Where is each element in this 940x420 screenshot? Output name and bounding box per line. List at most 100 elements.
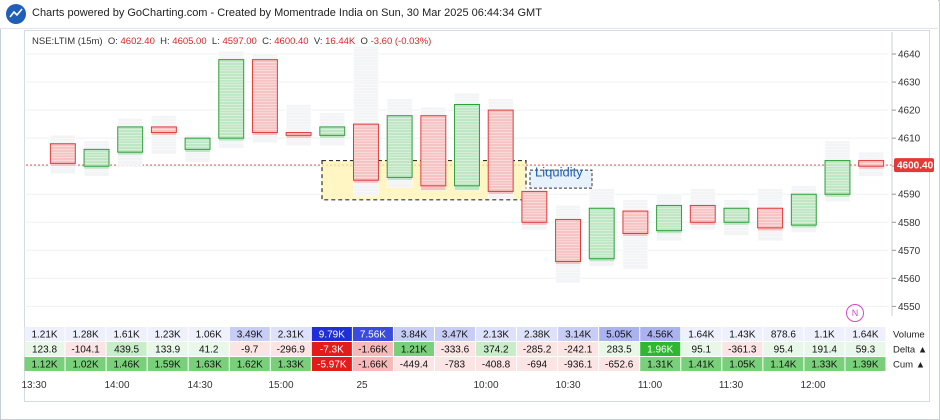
delta-value: -9.7 bbox=[241, 345, 259, 356]
volume-cell bbox=[722, 327, 763, 341]
delta-cell bbox=[804, 342, 845, 356]
volume-cell bbox=[517, 327, 558, 341]
volume-value: 1.21K bbox=[31, 330, 57, 341]
candle bbox=[824, 140, 851, 202]
delta-value: -333.6 bbox=[441, 345, 470, 356]
cum-value: 1.46K bbox=[114, 360, 140, 371]
candle-body bbox=[723, 207, 750, 223]
footprint-cell bbox=[319, 140, 345, 146]
delta-value: 123.8 bbox=[32, 345, 57, 356]
volume-value: 1.64K bbox=[852, 330, 878, 341]
volume-value: 1.28K bbox=[73, 330, 99, 341]
delta-cell bbox=[845, 342, 886, 356]
cum-cell bbox=[65, 357, 106, 371]
candle-body bbox=[824, 160, 851, 195]
delta-value: 95.1 bbox=[692, 345, 712, 356]
delta-cell bbox=[229, 342, 270, 356]
time-label: 25 bbox=[356, 380, 368, 391]
volume-value: 5.05K bbox=[606, 330, 632, 341]
footprint-cell bbox=[488, 194, 514, 200]
cum-value: -652.6 bbox=[605, 360, 634, 371]
candle bbox=[352, 39, 379, 197]
candle bbox=[487, 98, 514, 200]
time-label: 10:30 bbox=[555, 380, 580, 391]
volume-value: 16.44K bbox=[325, 36, 356, 47]
time-label: 11:30 bbox=[719, 380, 744, 391]
cum-value: 1.05K bbox=[729, 360, 755, 371]
cum-cell bbox=[517, 357, 558, 371]
delta-value: 1.96K bbox=[647, 345, 673, 356]
footprint-cell bbox=[50, 168, 76, 174]
delta-cell bbox=[24, 342, 65, 356]
volume-cell bbox=[681, 327, 722, 341]
candle-body bbox=[555, 218, 582, 263]
delta-value: 283.5 bbox=[607, 345, 632, 356]
footprint-cell bbox=[723, 230, 750, 236]
footprint-cell bbox=[252, 137, 278, 143]
volume-cell bbox=[476, 327, 517, 341]
candle-body bbox=[386, 115, 413, 178]
volume-value: 1.23K bbox=[155, 330, 181, 341]
delta-value: 59.3 bbox=[856, 345, 876, 356]
delta-cell bbox=[517, 342, 558, 356]
candle bbox=[454, 93, 480, 191]
price-tick-label: 4590 bbox=[898, 190, 921, 201]
cum-value: -449.4 bbox=[400, 360, 429, 371]
footprint-cell bbox=[622, 264, 649, 270]
delta-cell bbox=[352, 342, 393, 356]
candle bbox=[251, 53, 278, 143]
candle bbox=[285, 104, 312, 146]
volume-value: 1.61K bbox=[114, 330, 140, 341]
candle-body bbox=[521, 190, 548, 223]
delta-value: 439.5 bbox=[114, 345, 139, 356]
cum-value: 1.41K bbox=[688, 360, 714, 371]
cum-value: 1.33K bbox=[278, 360, 304, 371]
candle bbox=[790, 185, 817, 233]
candle-body bbox=[218, 59, 245, 139]
volume-value: 4.56K bbox=[647, 330, 673, 341]
n-badge-icon[interactable]: N bbox=[846, 304, 864, 322]
footprint-cell bbox=[555, 278, 581, 284]
cum-cell bbox=[393, 357, 434, 371]
delta-cell bbox=[106, 342, 147, 356]
delta-value: -285.2 bbox=[523, 345, 552, 356]
current-price-tag: 4600.40 bbox=[894, 158, 934, 173]
volume-cell bbox=[599, 327, 640, 341]
candle-group bbox=[49, 39, 885, 284]
candle-body bbox=[352, 123, 379, 181]
volume-value: 1.64K bbox=[688, 330, 714, 341]
low-label: L: bbox=[211, 36, 220, 47]
cum-value: -694 bbox=[527, 360, 547, 371]
open-label: O: bbox=[107, 36, 118, 47]
volume-cell bbox=[147, 327, 188, 341]
delta-cell bbox=[599, 342, 640, 356]
delta-value: 95.4 bbox=[774, 345, 794, 356]
time-label: 12:00 bbox=[800, 380, 825, 391]
footprint-cell bbox=[824, 196, 851, 202]
delta-value: 41.2 bbox=[199, 345, 219, 356]
delta-value: -1.66K bbox=[358, 345, 388, 356]
delta-cell bbox=[311, 342, 352, 356]
candle bbox=[521, 188, 548, 230]
delta-cell bbox=[763, 342, 804, 356]
delta-cell bbox=[558, 342, 599, 356]
footprint-cell bbox=[791, 227, 817, 233]
footprint-cell bbox=[858, 171, 884, 177]
high-label: H: bbox=[160, 36, 170, 47]
stats-rows: 1.21K 1.28K 1.61K 1.23K 1.06K 3.49K 2.31K 9.79K… bbox=[24, 327, 927, 371]
close-value: 4600.40 bbox=[274, 36, 309, 47]
cum-cell bbox=[763, 357, 804, 371]
footprint-cell bbox=[151, 149, 177, 155]
volume-cell bbox=[763, 327, 804, 341]
cum-value: 1.59K bbox=[155, 360, 181, 371]
volume-value: 878.6 bbox=[771, 330, 796, 341]
price-tick-label: 4560 bbox=[898, 274, 921, 285]
cum-value: 1.14K bbox=[770, 360, 796, 371]
delta-value: 133.9 bbox=[155, 345, 180, 356]
delta-value: -361.3 bbox=[728, 345, 757, 356]
close-label: C: bbox=[262, 36, 272, 47]
candle bbox=[689, 188, 716, 230]
candle bbox=[858, 151, 885, 177]
page-title: Charts powered by GoCharting.com - Creat… bbox=[32, 7, 542, 19]
